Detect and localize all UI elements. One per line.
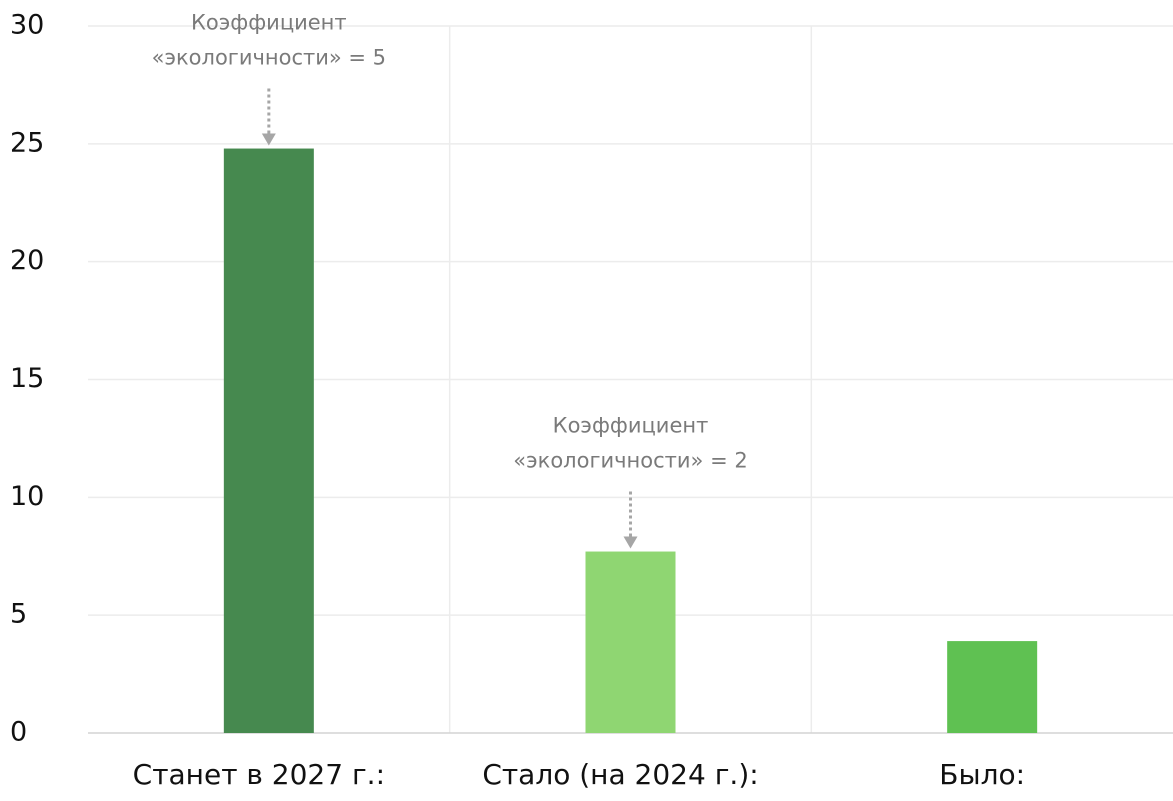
annotation: Коэффициент <box>191 11 347 35</box>
arrow-head <box>261 133 276 146</box>
y-tick-label: 0 <box>10 717 27 748</box>
arrow-head <box>623 536 638 549</box>
x-tick-label: Стало (на 2024 г.): <box>482 758 758 791</box>
bar <box>947 641 1038 733</box>
y-tick-label: 10 <box>10 481 44 512</box>
bar <box>223 148 314 734</box>
y-tick-label: 5 <box>10 599 27 630</box>
y-tick-label: 30 <box>10 10 44 41</box>
annotation: Коэффициент <box>553 414 709 438</box>
annotation: «экологичности» = 2 <box>513 449 747 473</box>
annotation: «экологичности» = 5 <box>152 46 386 70</box>
y-tick-label: 15 <box>10 363 44 394</box>
y-tick-label: 25 <box>10 127 44 158</box>
x-tick-label: Было: <box>939 758 1025 791</box>
x-tick-label: Станет в 2027 г.: <box>133 758 385 791</box>
y-tick-label: 20 <box>10 245 44 276</box>
bar <box>585 551 676 733</box>
